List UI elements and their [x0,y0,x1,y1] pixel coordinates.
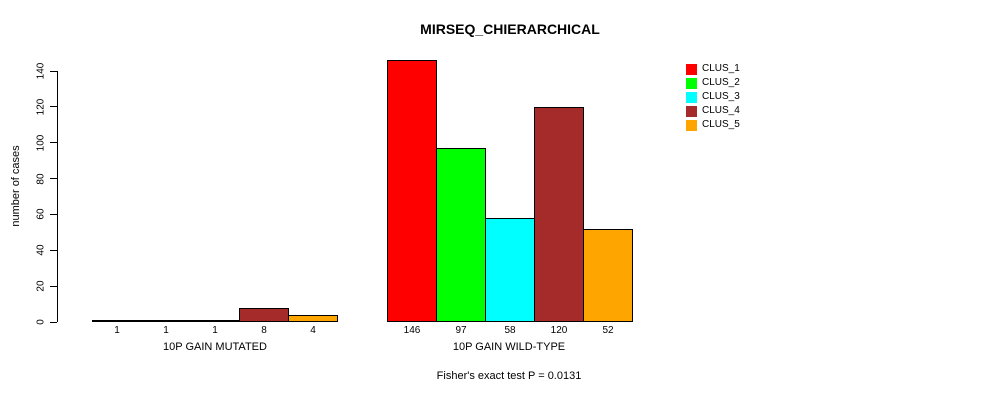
legend-label: CLUS_1 [702,63,740,74]
bar-clus_5 [583,228,633,322]
legend-label: CLUS_3 [702,91,740,102]
bar-value-label: 1 [212,325,218,336]
bar-value-label: 58 [504,325,516,336]
y-tick-label: 120 [35,98,47,116]
bar-clus_2 [436,148,486,322]
y-tick [50,106,57,108]
bar-value-label: 146 [403,325,421,336]
y-tick [50,321,57,323]
group-label-mutated: 10P GAIN MUTATED [163,341,267,353]
y-tick-label: 0 [35,319,47,325]
legend: CLUS_1 CLUS_2 CLUS_3 CLUS_4 CLUS_5 [686,62,740,132]
y-tick-label: 80 [35,173,47,185]
legend-color-swatch [686,77,697,89]
bar-value-label: 4 [310,325,316,336]
legend-item-clus_3: CLUS_3 [686,90,740,104]
bar-clus_4 [534,106,584,322]
bar-clus_4 [239,307,289,322]
bar-value-label: 1 [163,325,169,336]
bar-value-label: 52 [602,325,614,336]
y-tick [50,285,57,287]
legend-color-swatch [686,105,697,117]
legend-item-clus_4: CLUS_4 [686,104,740,118]
y-tick [50,70,57,72]
legend-label: CLUS_5 [702,119,740,130]
y-tick [50,249,57,251]
bar-clus_1 [92,320,142,323]
y-tick-label: 40 [35,244,47,256]
y-tick-label: 20 [35,280,47,292]
bar-value-label: 8 [261,325,267,336]
y-axis-label: number of cases [10,145,22,227]
legend-color-swatch [686,119,697,131]
legend-item-clus_5: CLUS_5 [686,118,740,132]
y-tick [50,178,57,180]
bar-value-label: 120 [550,325,568,336]
bar-clus_3 [190,320,240,323]
legend-label: CLUS_2 [702,77,740,88]
legend-color-swatch [686,91,697,103]
bar-clus_1 [387,60,437,322]
legend-label: CLUS_4 [702,105,740,116]
group-label-wildtype: 10P GAIN WILD-TYPE [452,341,566,353]
y-tick [50,142,57,144]
legend-item-clus_1: CLUS_1 [686,62,740,76]
y-tick [50,213,57,215]
y-tick-label: 60 [35,208,47,220]
chart-title: MIRSEQ_CHIERARCHICAL [420,21,600,37]
bar-clus_5 [288,314,338,322]
legend-item-clus_2: CLUS_2 [686,76,740,90]
bar-value-label: 1 [114,325,120,336]
fisher-test-annotation: Fisher's exact test P = 0.0131 [436,370,582,382]
y-tick-label: 100 [35,134,47,152]
bar-clus_2 [141,320,191,323]
y-axis-line [57,71,58,322]
bar-clus_3 [485,218,535,322]
legend-color-swatch [686,63,697,75]
bar-value-label: 97 [455,325,467,336]
y-tick-label: 140 [35,62,47,80]
